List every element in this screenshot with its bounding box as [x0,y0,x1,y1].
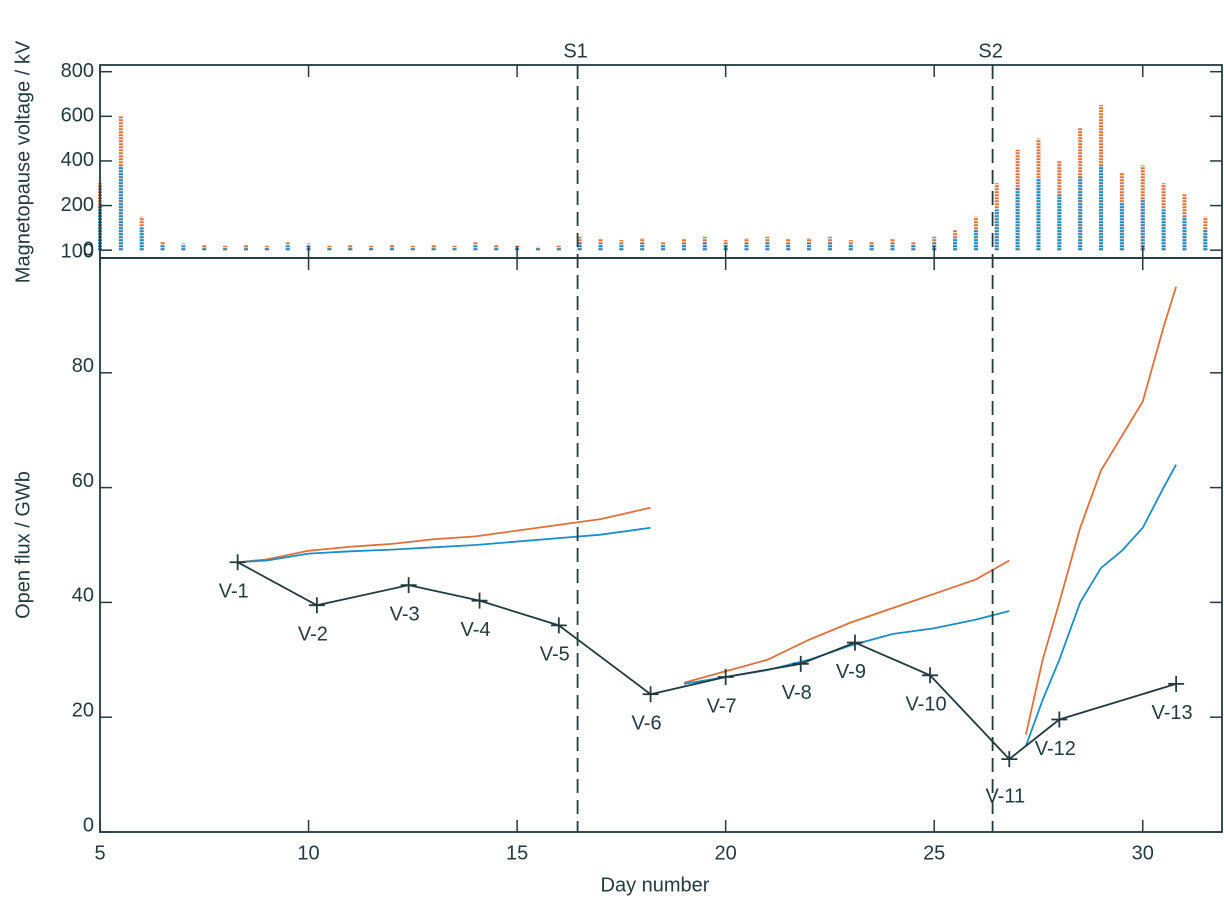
y-tick-label: 400 [61,149,94,171]
observed-point [717,669,734,686]
observed-point [308,597,325,614]
point-label: V-2 [298,624,328,646]
point-label: V-4 [461,619,491,641]
plot-frame [99,257,1223,833]
observed-point [229,554,246,571]
y-tick-label: 200 [61,194,94,216]
observed-point [922,667,939,684]
point-label: V-5 [540,644,570,666]
y-tick-label: 800 [61,60,94,82]
y-tick-label: 80 [72,355,94,377]
point-label: V-13 [1152,702,1193,724]
event-label: S2 [978,40,1002,62]
point-label: V-9 [836,661,866,683]
point-label: V-10 [905,694,946,716]
x-tick-label: 20 [715,842,737,864]
y-tick-label: 600 [61,105,94,127]
observed-point [1051,711,1068,728]
point-label: V-6 [632,713,662,735]
point-label: V-11 [985,785,1025,807]
point-label: V-7 [707,695,737,717]
point-label: V-8 [782,682,812,704]
x-tick-label: 25 [923,842,945,864]
y-axis-label: Open flux / GWb [12,471,34,619]
y-tick-label: 40 [72,585,94,607]
y-tick-label: 100 [61,240,94,262]
x-tick-label: 30 [1132,842,1154,864]
x-axis-label: Day number [601,874,710,896]
observed-point [1001,751,1018,768]
observed-point [792,655,809,672]
observed-line [237,561,1177,761]
point-label: V-3 [390,603,420,625]
y-tick-label: 60 [72,470,94,492]
y-tick-label: 0 [83,238,94,260]
x-tick-label: 5 [94,842,105,864]
plot-frame [99,64,1223,259]
observed-point [1168,675,1185,692]
flux-line [237,286,1177,735]
observed-point [642,686,659,703]
observed-point [471,592,488,609]
x-tick-label: 15 [506,842,528,864]
y-tick-label: 0 [83,814,94,836]
y-axis-label: Magnetopause voltage / kV [12,40,34,283]
point-label: V-1 [219,581,249,603]
observed-point [550,617,567,634]
observed-point [400,577,417,594]
observed-point [846,634,863,651]
y-tick-label: 20 [72,699,94,721]
x-tick-label: 10 [297,842,319,864]
point-label: V-12 [1035,738,1076,760]
event-label: S1 [563,40,587,62]
